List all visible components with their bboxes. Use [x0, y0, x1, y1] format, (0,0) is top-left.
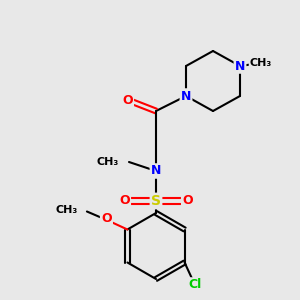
Text: O: O: [101, 212, 112, 226]
Text: CH₃: CH₃: [56, 205, 78, 215]
Text: O: O: [182, 194, 193, 208]
Text: N: N: [181, 89, 191, 103]
Text: S: S: [151, 194, 161, 208]
Text: N: N: [235, 59, 245, 73]
Text: Cl: Cl: [188, 278, 202, 292]
Text: CH₃: CH₃: [96, 157, 118, 167]
Text: O: O: [122, 94, 133, 107]
Text: N: N: [151, 164, 161, 178]
Text: O: O: [119, 194, 130, 208]
Text: CH₃: CH₃: [250, 58, 272, 68]
